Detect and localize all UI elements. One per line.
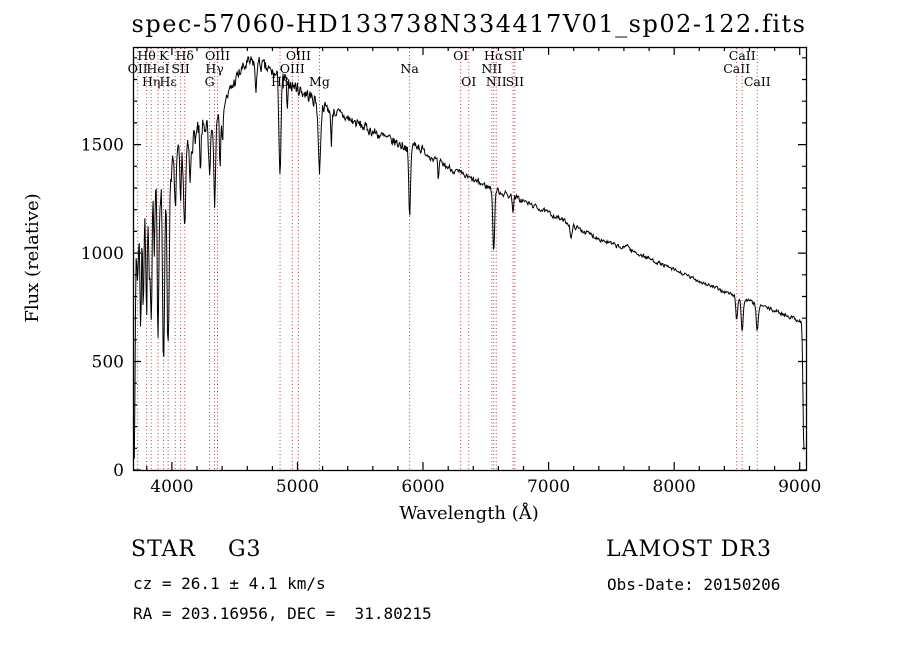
spectral-line-label: HeI — [146, 61, 169, 76]
spectral-line-label: NII — [486, 74, 507, 89]
spectral-line-label: Na — [400, 61, 419, 76]
survey-label: LAMOST DR3 — [606, 537, 772, 562]
spectrum-trace — [133, 56, 805, 459]
spectral-line-label: CaII — [723, 61, 750, 76]
y-tick-label: 0 — [113, 461, 124, 481]
ra-dec-coordinates: RA = 203.16956, DEC = 31.80215 — [133, 604, 432, 623]
y-tick-label: 500 — [92, 353, 124, 373]
spectral-line-label: OIII — [205, 48, 230, 63]
spectral-line-label: OII — [128, 61, 148, 76]
x-tick-label: 5000 — [276, 477, 319, 497]
spectral-line-label: CaII — [729, 48, 756, 63]
spectral-line-label: NII — [481, 61, 502, 76]
spectral-line-label: Hα — [484, 48, 504, 63]
spectral-line-label: Hγ — [205, 61, 223, 76]
spectral-line-label: Mg — [309, 74, 330, 89]
spectral-line-markers: OIIHθHηHeIKHεSIIHδGHγOIIIHβOIIIOIIIMgNaO… — [128, 48, 771, 469]
x-axis-label: Wavelength (Å) — [399, 502, 539, 524]
x-tick-label: 4000 — [150, 477, 193, 497]
spectral-line-label: Hη — [142, 74, 160, 89]
obs-date: Obs-Date: 20150206 — [607, 575, 781, 594]
y-axis-label: Flux (relative) — [22, 193, 43, 322]
object-class-label: STAR G3 — [131, 537, 262, 562]
spectral-line-label: SII — [504, 48, 523, 63]
spectral-line-label: SII — [171, 61, 190, 76]
spectral-line-label: Hδ — [176, 48, 194, 63]
spectral-line-label: G — [205, 74, 215, 89]
axis-ticks — [133, 47, 806, 471]
spectral-line-label: OI — [461, 74, 476, 89]
x-tick-label: 9000 — [778, 477, 821, 497]
plot-title: spec-57060-HD133738N334417V01_sp02-122.f… — [132, 10, 807, 38]
spectral-line-label: SII — [506, 74, 525, 89]
plot-border — [132, 46, 808, 472]
spectral-line-label: CaII — [744, 74, 771, 89]
axis-tick-labels: 4000 5000 6000 7000 8000 9000 0 500 1000 1500 — [81, 136, 822, 497]
spectral-line-label: K — [159, 48, 169, 63]
cz-value: cz = 26.1 ± 4.1 km/s — [133, 574, 326, 593]
x-tick-label: 8000 — [653, 477, 696, 497]
spectral-line-label: OI — [453, 48, 468, 63]
x-tick-label: 7000 — [527, 477, 570, 497]
spectral-line-label: Hε — [159, 74, 176, 89]
y-tick-label: 1500 — [81, 136, 124, 156]
x-tick-label: 6000 — [401, 477, 444, 497]
spectral-line-label: OIII — [286, 48, 311, 63]
y-tick-label: 1000 — [81, 244, 124, 264]
spectral-line-label: OIII — [280, 61, 305, 76]
